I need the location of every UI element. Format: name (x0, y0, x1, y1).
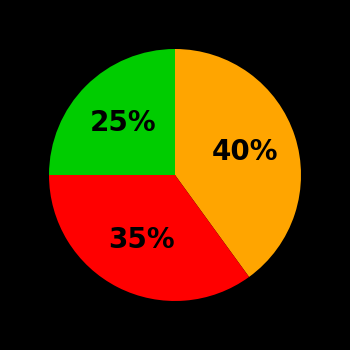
Text: 25%: 25% (90, 109, 157, 137)
Wedge shape (175, 49, 301, 277)
Wedge shape (49, 49, 175, 175)
Text: 40%: 40% (211, 138, 278, 166)
Text: 35%: 35% (108, 226, 175, 254)
Wedge shape (49, 175, 249, 301)
